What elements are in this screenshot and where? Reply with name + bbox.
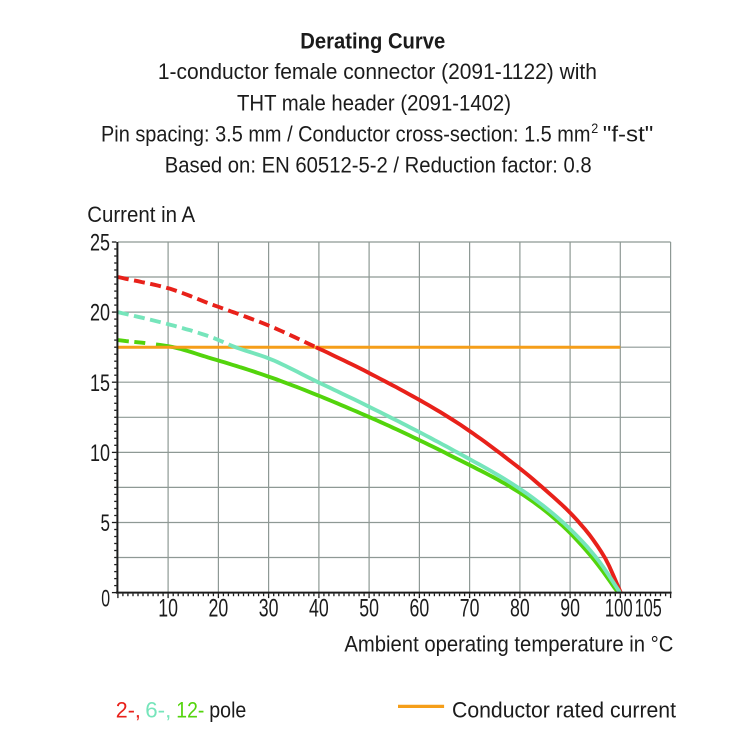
svg-text:12-: 12- — [176, 698, 204, 723]
svg-text:6-,: 6-, — [145, 698, 171, 723]
svg-text:Pin spacing: 3.5 mm / Conducto: Pin spacing: 3.5 mm / Conductor cross-se… — [101, 122, 591, 147]
svg-text:2-,: 2-, — [116, 698, 141, 723]
svg-text:Ambient operating temperature: Ambient operating temperature in °C — [344, 632, 673, 657]
svg-text:15: 15 — [90, 370, 110, 397]
svg-text:THT male header (2091-1402): THT male header (2091-1402) — [237, 90, 511, 115]
svg-text:80: 80 — [510, 595, 530, 623]
svg-text:10: 10 — [90, 440, 110, 467]
svg-text:30: 30 — [259, 595, 279, 623]
svg-text:100: 100 — [605, 595, 633, 623]
svg-text:40: 40 — [309, 595, 329, 623]
svg-text:90: 90 — [560, 595, 580, 623]
svg-text:50: 50 — [359, 595, 379, 623]
svg-text:2: 2 — [591, 121, 598, 136]
svg-text:"f-st": "f-st" — [603, 122, 654, 147]
svg-text:Current in A: Current in A — [87, 202, 196, 227]
svg-text:pole: pole — [209, 698, 246, 723]
svg-text:Derating Curve: Derating Curve — [300, 28, 445, 53]
svg-text:10: 10 — [158, 595, 178, 623]
svg-text:0: 0 — [101, 586, 110, 613]
svg-text:105: 105 — [635, 595, 662, 623]
svg-text:1-conductor female connector (: 1-conductor female connector (2091-1122)… — [158, 59, 597, 84]
svg-text:5: 5 — [101, 510, 111, 537]
svg-text:20: 20 — [90, 300, 110, 327]
svg-text:70: 70 — [460, 595, 480, 623]
svg-text:Conductor rated current: Conductor rated current — [452, 698, 677, 723]
svg-text:Based on: EN 60512-5-2 / Reduc: Based on: EN 60512-5-2 / Reduction facto… — [165, 153, 592, 178]
svg-text:20: 20 — [209, 595, 229, 623]
svg-text:25: 25 — [90, 230, 110, 257]
svg-text:60: 60 — [410, 595, 430, 623]
